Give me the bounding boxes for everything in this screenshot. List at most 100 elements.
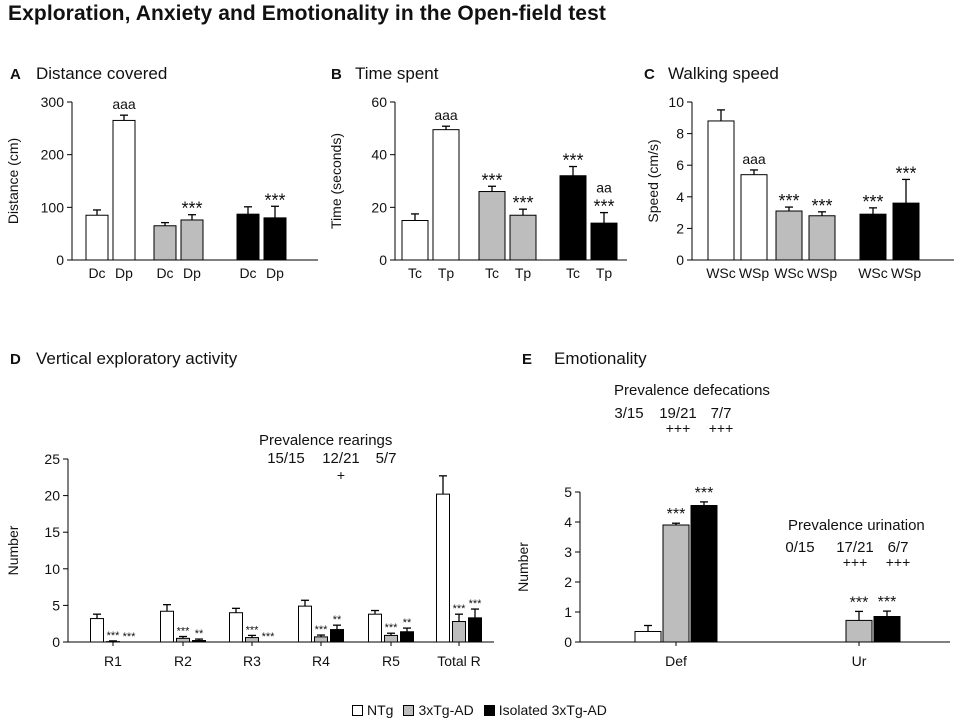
panel-letter: C [644,66,655,83]
significance-label: aaa [742,151,766,167]
panel-e-emotionality: E Emotionality 0 1 2 3 4 5 Number *** *** Def *** ***… [515,349,950,669]
bar-isolated-3xtg-ad-tp [590,222,618,261]
significance-label: ** [333,614,342,626]
bar-ntg-def [634,631,662,643]
legend: NTg 3xTg-AD Isolated 3xTg-AD [352,702,617,718]
significance-label: *** [667,506,686,523]
bar-3xtg-ad-r3 [245,637,259,643]
panel-letter: A [10,66,21,83]
bar-ntg-r2 [160,610,174,643]
significance-label: *** [811,196,832,216]
x-tick-label: Dc [239,265,256,281]
y-tick-label: 10 [44,561,60,577]
prevalence-value: 15/15 [267,450,305,467]
x-tick-label: R1 [104,653,122,669]
y-tick-label: 20 [371,199,387,215]
x-tick-label: R2 [174,653,192,669]
significance-label: aaa [112,96,136,112]
x-tick-label: WSc [706,265,736,281]
bar-isolated-3xtg-ad-total-r [468,617,482,643]
significance-label: *** [895,163,916,183]
significance-label: *** [850,594,869,611]
legend-label-3xtg-ad: 3xTg-AD [418,702,474,718]
bar-ntg-dp [112,119,136,261]
significance-label: ** [403,617,412,629]
y-tick-label: 4 [676,189,684,205]
bar-isolated-3xtg-ad-wsc [859,213,887,261]
significance-label: *** [262,631,276,643]
significance-label: *** [181,199,202,219]
y-tick-label: 0 [564,634,572,650]
panel-title: Vertical exploratory activity [36,349,238,368]
prevalence-mark: + [337,467,345,483]
x-tick-label: Tc [566,265,580,281]
x-tick-label: WSp [807,265,838,281]
significance-label: *** [177,626,191,638]
bar-3xtg-ad-def [662,524,690,643]
x-tick-label: WSc [774,265,804,281]
x-tick-label: WSp [891,265,922,281]
y-tick-label: 0 [52,634,60,650]
legend-swatch-ntg [352,704,363,716]
y-tick-label: 1 [564,604,572,620]
legend-label-ntg: NTg [367,702,394,718]
prevalence-value: 5/7 [376,450,397,467]
legend-swatch-3xtg-ad [403,704,415,716]
significance-label: *** [481,170,502,190]
legend-item-3xtg-ad: 3xTg-AD [403,702,474,718]
prevalence-value: 19/21 [659,405,697,422]
y-axis-label: Number [515,542,531,592]
y-tick-label: 10 [668,94,684,110]
x-tick-label: Dp [115,265,133,281]
bar-isolated-3xtg-ad-ur [873,616,901,643]
y-tick-label: 5 [564,484,572,500]
y-tick-label: 0 [56,252,64,268]
bar-3xtg-ad-total-r [452,621,466,643]
y-tick-label: 100 [41,199,65,215]
bar-isolated-3xtg-ad-r5 [400,631,414,643]
prevalence-value: 7/7 [711,405,732,422]
prevalence-label: Prevalence defecations [614,382,770,399]
legend-item-isolated-3xtg-ad: Isolated 3xTg-AD [483,702,607,718]
y-tick-label: 6 [676,157,684,173]
panel-d-vertical-exploratory-activity: D Vertical exploratory activity 0 5 10 15 20 25… [5,349,494,669]
panel-a-distance-covered: A Distance covered 0 100 200 300 Distance (cm)… [5,64,318,281]
prevalence-mark: +++ [709,420,734,436]
bar-ntg-total-r [436,493,450,643]
bar-isolated-3xtg-ad-tc [559,175,587,261]
figure-title: Exploration, Anxiety and Emotionality in… [8,2,606,25]
y-tick-label: 2 [676,220,684,236]
panel-b-time-spent: B Time spent 0 20 40 60 Time (seconds) Tc aaa Tp *… [328,64,627,281]
significance-label: *** [264,190,285,210]
significance-label: *** [778,191,799,211]
panel-title: Distance covered [36,64,167,83]
y-tick-label: 15 [44,524,60,540]
y-tick-label: 40 [371,147,387,163]
legend-label-isolated-3xtg-ad: Isolated 3xTg-AD [498,702,607,718]
prevalence-label: Prevalence urination [788,517,925,534]
panel-title: Emotionality [554,349,647,368]
bar-ntg-r5 [368,613,382,643]
bar-3xtg-ad-dp [180,219,204,261]
x-tick-label: Total R [437,653,481,669]
y-tick-label: 5 [52,597,60,613]
bar-3xtg-ad-tp [509,214,537,261]
prevalence-value: 6/7 [888,539,909,556]
x-tick-label: WSp [739,265,770,281]
x-tick-label: Tp [515,265,532,281]
y-tick-label: 20 [44,488,60,504]
x-tick-label: Dc [156,265,173,281]
y-axis-label: Number [5,525,21,575]
significance-label: *** [385,622,399,634]
bar-isolated-3xtg-ad-dp [263,217,287,261]
x-tick-label: Dp [183,265,201,281]
bar-3xtg-ad-ur [845,619,873,643]
panel-letter: E [522,351,532,368]
panel-c-walking-speed: C Walking speed 0 2 4 6 8 10 Speed (cm/s) WSc aaa W… [644,64,954,281]
prevalence-value: 0/15 [785,539,814,556]
y-axis-label: Time (seconds) [328,133,344,229]
prevalence-mark: +++ [886,554,911,570]
bar-ntg-r1 [90,618,104,643]
significance-label: *** [562,151,583,171]
x-tick-label: Tc [485,265,499,281]
